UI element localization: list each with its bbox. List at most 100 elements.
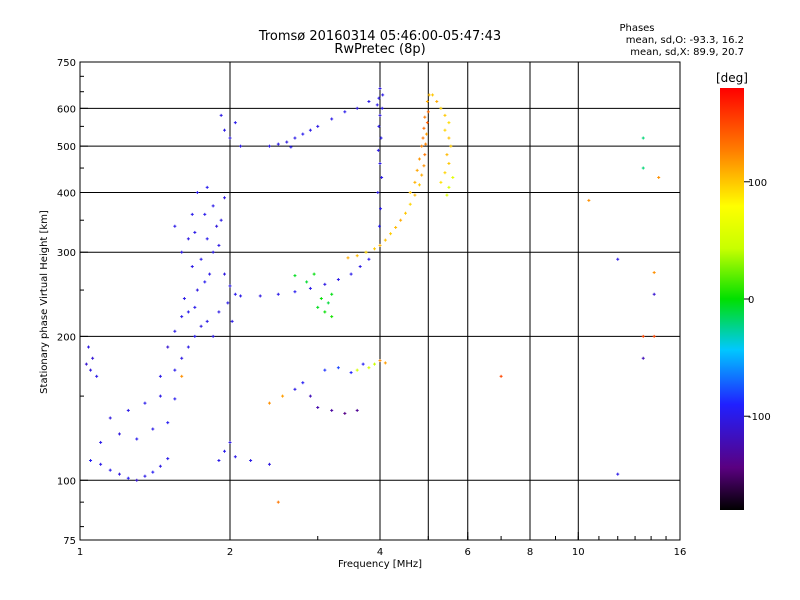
data-point: [361, 362, 365, 366]
data-point: [367, 257, 371, 261]
data-point: [205, 319, 209, 323]
data-point: [233, 292, 237, 296]
y-tick-label: 600: [57, 104, 76, 115]
data-point: [219, 218, 223, 222]
data-point: [190, 212, 194, 216]
data-point: [86, 345, 90, 349]
data-point: [233, 455, 237, 459]
data-point: [427, 93, 431, 97]
data-point: [378, 359, 382, 363]
data-point: [203, 280, 207, 284]
x-tick-label: 10: [572, 547, 585, 558]
data-point: [380, 106, 384, 110]
y-tick-label: 100: [57, 476, 76, 487]
data-point: [211, 250, 215, 254]
data-point: [445, 193, 449, 197]
data-point: [285, 140, 289, 144]
data-point: [451, 175, 455, 179]
data-point: [308, 128, 312, 132]
data-point: [267, 462, 271, 466]
data-point: [343, 110, 347, 114]
data-point: [355, 368, 359, 372]
data-point: [267, 401, 271, 405]
data-point: [108, 416, 112, 420]
data-point: [215, 224, 219, 228]
data-point: [276, 500, 280, 504]
data-point: [355, 408, 359, 412]
x-tick-label: 16: [674, 547, 687, 558]
data-point: [408, 190, 412, 194]
phase-stats-heading: Phases: [619, 23, 655, 34]
x-tick-label: 4: [377, 547, 383, 558]
data-point: [641, 166, 645, 170]
data-point: [349, 272, 353, 276]
data-point: [425, 121, 429, 125]
data-point: [228, 284, 232, 288]
data-point: [301, 132, 305, 136]
data-point: [389, 232, 393, 236]
data-point: [173, 224, 177, 228]
data-point: [301, 381, 305, 385]
data-point: [166, 457, 170, 461]
data-point: [346, 256, 350, 260]
colorbar-tick-label: 100: [748, 178, 767, 189]
data-point: [199, 324, 203, 328]
phase-stats-x: mean, sd,X: 89.9, 20.7: [630, 47, 744, 58]
data-point: [211, 334, 215, 338]
data-point: [415, 168, 419, 172]
data-point: [383, 238, 387, 242]
data-point: [166, 345, 170, 349]
data-point: [219, 113, 223, 117]
data-point: [336, 278, 340, 282]
data-point: [447, 185, 451, 189]
y-tick-label: 400: [57, 188, 76, 199]
data-point: [447, 121, 451, 125]
data-point: [641, 356, 645, 360]
data-point: [423, 153, 427, 157]
data-point: [641, 136, 645, 140]
x-tick-label: 1: [77, 547, 83, 558]
data-point: [425, 132, 429, 136]
data-point: [364, 250, 368, 254]
data-point: [373, 247, 377, 251]
data-point: [420, 173, 424, 177]
data-point: [439, 106, 443, 110]
x-tick-label: 6: [465, 547, 471, 558]
data-point: [330, 315, 334, 319]
data-point: [208, 272, 212, 276]
data-point: [151, 470, 155, 474]
data-point: [316, 124, 320, 128]
data-point: [223, 449, 227, 453]
data-point: [439, 180, 443, 184]
data-point: [378, 87, 382, 91]
data-point: [381, 93, 385, 97]
data-point: [217, 243, 221, 247]
y-axis-label: Stationary phase Virtual Height [km]: [39, 210, 50, 394]
data-point: [84, 362, 88, 366]
data-point: [423, 115, 427, 119]
data-point: [447, 136, 451, 140]
data-point: [158, 464, 162, 468]
data-point: [143, 401, 147, 405]
data-point: [417, 157, 421, 161]
data-point: [403, 211, 407, 215]
data-point: [217, 458, 221, 462]
data-point: [421, 136, 425, 140]
data-point: [226, 301, 230, 305]
data-point: [375, 103, 379, 107]
data-point: [193, 334, 197, 338]
data-point: [330, 292, 334, 296]
y-tick-label: 300: [57, 248, 76, 259]
data-point: [413, 180, 417, 184]
data-point: [323, 368, 327, 372]
data-point: [355, 106, 359, 110]
data-point: [193, 230, 197, 234]
data-point: [180, 315, 184, 319]
data-point: [117, 472, 121, 476]
data-point: [195, 190, 199, 194]
data-point: [355, 254, 359, 258]
data-point: [349, 371, 353, 375]
data-point: [308, 286, 312, 290]
data-point: [186, 345, 190, 349]
data-point: [158, 394, 162, 398]
